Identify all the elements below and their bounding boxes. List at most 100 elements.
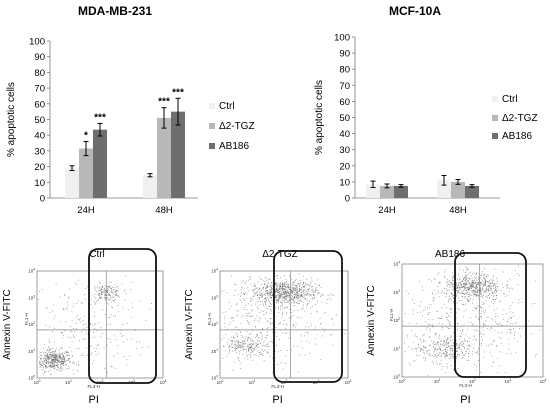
scatter-point [443, 303, 445, 305]
scatter-point [56, 359, 58, 360]
y-tick-label: 90 [339, 49, 350, 60]
scatter-point [248, 349, 249, 350]
scatter-point [479, 316, 481, 317]
chart-title: MCF-10A [389, 4, 441, 18]
scatter-point [494, 330, 496, 332]
scatter-point [251, 304, 252, 306]
scatter-point [51, 356, 53, 358]
scatter-point [426, 328, 427, 330]
scatter-point [261, 310, 263, 312]
scatter-point [276, 345, 277, 346]
scatter-point [502, 283, 504, 285]
scatter-point [453, 289, 455, 290]
scatter-point [270, 302, 271, 304]
scatter-point [62, 363, 63, 365]
scatter-point [278, 294, 280, 296]
scatter-point [488, 290, 490, 291]
scatter-point [284, 282, 286, 283]
scatter-point [296, 296, 297, 297]
scatter-point [49, 365, 51, 367]
scatter-point [246, 309, 248, 310]
scatter-point [229, 308, 230, 310]
scatter-point [305, 293, 306, 295]
scatter-point [43, 363, 45, 365]
scatter-point [257, 294, 258, 296]
scatter-point [106, 344, 108, 346]
scatter-point [477, 305, 479, 306]
scatter-point [110, 302, 112, 303]
scatter-point [506, 294, 508, 296]
scatter-point [51, 354, 52, 356]
scatter-point [422, 335, 424, 337]
scatter-point [295, 288, 297, 290]
scatter-point [467, 298, 468, 300]
scatter-point [83, 338, 84, 340]
panel-title: AB186 [435, 249, 465, 260]
scatter-point [44, 361, 45, 363]
scatter-point [335, 314, 337, 316]
scatter-point [50, 373, 52, 375]
scatter-point [221, 339, 223, 341]
scatter-point [484, 277, 486, 279]
scatter-point [95, 298, 97, 299]
scatter-point [250, 333, 252, 335]
scatter-point [243, 345, 245, 347]
scatter-point [290, 311, 292, 313]
scatter-point [481, 307, 483, 308]
scatter-point [447, 367, 448, 369]
y-tick-label: 10 [339, 177, 350, 188]
scatter-point [315, 326, 316, 328]
scatter-point [53, 357, 55, 359]
scatter-point [277, 285, 278, 287]
scatter-point [491, 280, 493, 282]
scatter-point [38, 356, 40, 358]
scatter-point [269, 296, 271, 298]
scatter-point [251, 351, 253, 353]
scatter-point [485, 296, 486, 298]
scatter-point [50, 356, 52, 357]
scatter-point [117, 289, 118, 291]
scatter-point [59, 355, 61, 357]
scatter-point [105, 295, 106, 297]
scatter-point [467, 301, 469, 303]
scatter-point [293, 302, 295, 303]
bar-ab186 [465, 185, 479, 198]
scatter-point [263, 360, 265, 361]
scatter-point [257, 295, 258, 296]
scatter-point [77, 314, 78, 316]
scatter-point [492, 286, 494, 287]
scatter-point [120, 332, 122, 334]
scatter-point [99, 282, 101, 284]
scatter-point [287, 291, 289, 293]
scatter-point [69, 326, 71, 328]
scatter-point [43, 373, 44, 375]
scatter-point [270, 289, 272, 291]
scatter-point [250, 300, 252, 302]
scatter-point [42, 362, 44, 364]
scatter-point [457, 292, 459, 293]
scatter-point [66, 360, 67, 361]
scatter-point [281, 288, 283, 290]
scatter-point [113, 297, 115, 298]
scatter-point [251, 347, 253, 349]
scatter-point [497, 288, 499, 290]
scatter-point [248, 323, 250, 325]
scatter-point [330, 334, 331, 335]
scatter-point [492, 292, 493, 294]
scatter-point [262, 291, 264, 293]
scatter-point [276, 295, 277, 297]
scatter-point [235, 340, 237, 342]
scatter-point [279, 285, 281, 287]
scatter-point [246, 346, 248, 348]
scatter-point [483, 310, 484, 312]
gate-outline [273, 250, 343, 383]
scatter-point [333, 295, 335, 296]
scatter-point [464, 294, 465, 295]
scatter-point [460, 336, 462, 338]
scatter-point [308, 290, 310, 292]
y-tick-label: 102 [211, 321, 218, 327]
scatter-point [231, 343, 233, 345]
scatter-point [485, 309, 486, 311]
scatter-point [98, 289, 100, 291]
